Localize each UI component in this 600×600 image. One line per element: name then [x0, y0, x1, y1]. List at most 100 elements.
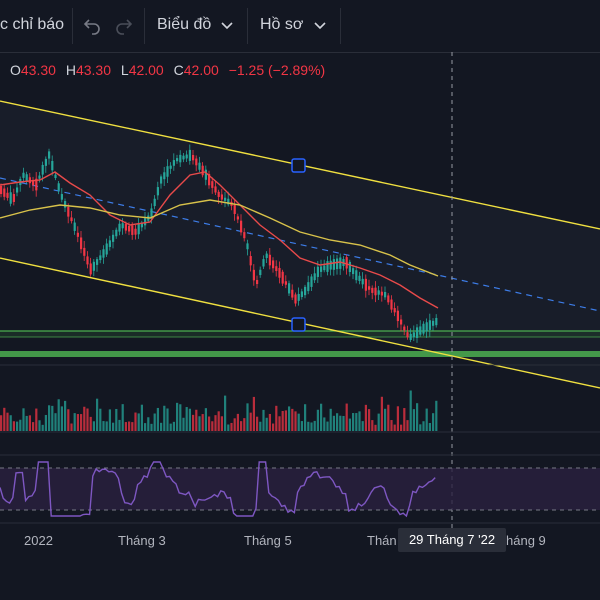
volume-bar [60, 406, 63, 431]
candle-body [64, 201, 67, 208]
volume-bar [323, 417, 326, 431]
candle-body [252, 269, 255, 281]
rsi-band [0, 468, 600, 510]
candle-body [348, 261, 351, 273]
volume-bar [124, 422, 127, 431]
volume-bar [108, 409, 111, 431]
candle-body [80, 237, 83, 250]
candle-body [83, 247, 86, 256]
candle-body [169, 165, 172, 169]
volume-bar [412, 409, 415, 431]
volume-bar [240, 421, 243, 431]
candle-body [380, 291, 383, 296]
volume-bar [252, 396, 255, 431]
candle-body [124, 223, 127, 231]
candle-body [288, 283, 291, 294]
candle-body [217, 191, 220, 197]
volume-bar [246, 403, 249, 431]
volume-bar [204, 408, 207, 431]
volume-bar [281, 410, 284, 431]
chart-menu-button[interactable]: Biểu đồ [157, 16, 212, 33]
candle-body [265, 253, 268, 259]
candle-body [300, 291, 303, 298]
candle-body [390, 299, 393, 310]
volume-bar [214, 415, 217, 431]
candle-body [275, 266, 278, 271]
volume-bar [16, 421, 19, 431]
undo-icon[interactable] [82, 16, 102, 36]
low-value: 42.00 [128, 62, 164, 78]
volume-bar [361, 421, 364, 431]
volume-bar [73, 413, 76, 431]
candle-body [182, 155, 185, 160]
ma-long-line [0, 199, 439, 277]
candle-body [3, 188, 6, 197]
candle-body [425, 322, 428, 332]
candle-body [272, 260, 275, 269]
volume-bar [358, 411, 361, 431]
candle-body [368, 286, 371, 290]
candle-body [278, 267, 281, 278]
candle-body [259, 269, 262, 276]
profile-menu-button[interactable]: Hồ sơ [260, 16, 304, 33]
volume-bar [160, 422, 163, 431]
volume-bar [176, 402, 179, 431]
candle-body [422, 323, 425, 334]
volume-bar [67, 409, 70, 431]
volume-bar [409, 390, 412, 431]
candle-body [185, 154, 188, 159]
candle-body [115, 229, 118, 237]
volume-bar [70, 423, 73, 431]
volume-bar [41, 424, 44, 431]
candle-body [172, 160, 175, 166]
indicators-button[interactable]: c chỉ báo [0, 16, 65, 33]
candle-body [416, 327, 419, 338]
candle-body [233, 204, 236, 214]
candle-body [246, 243, 249, 250]
volume-bar [211, 421, 214, 431]
candle-body [86, 256, 89, 265]
volume-bar [236, 413, 239, 431]
channel-lower-line [0, 257, 600, 389]
volume-bar [403, 408, 406, 431]
chevron-down-icon[interactable] [313, 20, 327, 32]
volume-bar [51, 405, 54, 431]
volume-bar [25, 415, 28, 431]
x-axis-label: Thán [367, 533, 397, 548]
candle-body [96, 259, 99, 265]
volume-bar [297, 413, 300, 431]
volume-bar [102, 421, 105, 431]
top-toolbar: c chỉ báo Biểu đồ Hồ sơ [0, 0, 600, 53]
candle-body [326, 261, 329, 272]
volume-bar [80, 414, 83, 431]
volume-bar [137, 413, 140, 431]
candle-body [320, 266, 323, 272]
volume-bar [275, 405, 278, 431]
candle-body [9, 192, 12, 204]
volume-bar [355, 413, 358, 431]
candle-body [12, 194, 15, 202]
candle-body [384, 292, 387, 298]
candle-body [281, 271, 284, 284]
candle-body [204, 169, 207, 180]
candle-body [323, 265, 326, 271]
candle-body [313, 273, 316, 281]
volume-bar [342, 415, 345, 431]
support-band [0, 331, 600, 337]
volume-bar [316, 409, 319, 431]
candle-body [195, 158, 198, 166]
volume-bar [38, 420, 41, 431]
candle-body [32, 180, 35, 186]
chevron-down-icon[interactable] [220, 20, 234, 32]
volume-bar [320, 403, 323, 431]
redo-icon[interactable] [114, 16, 134, 36]
volume-bar [128, 421, 131, 431]
volume-bar [310, 422, 313, 431]
candle-body [89, 263, 92, 275]
volume-bar [249, 412, 252, 431]
candle-body [22, 172, 25, 178]
candle-body [387, 295, 390, 303]
channel-mid-dashed-line [0, 177, 600, 312]
volume-bar [144, 423, 147, 431]
volume-bar [217, 411, 220, 431]
